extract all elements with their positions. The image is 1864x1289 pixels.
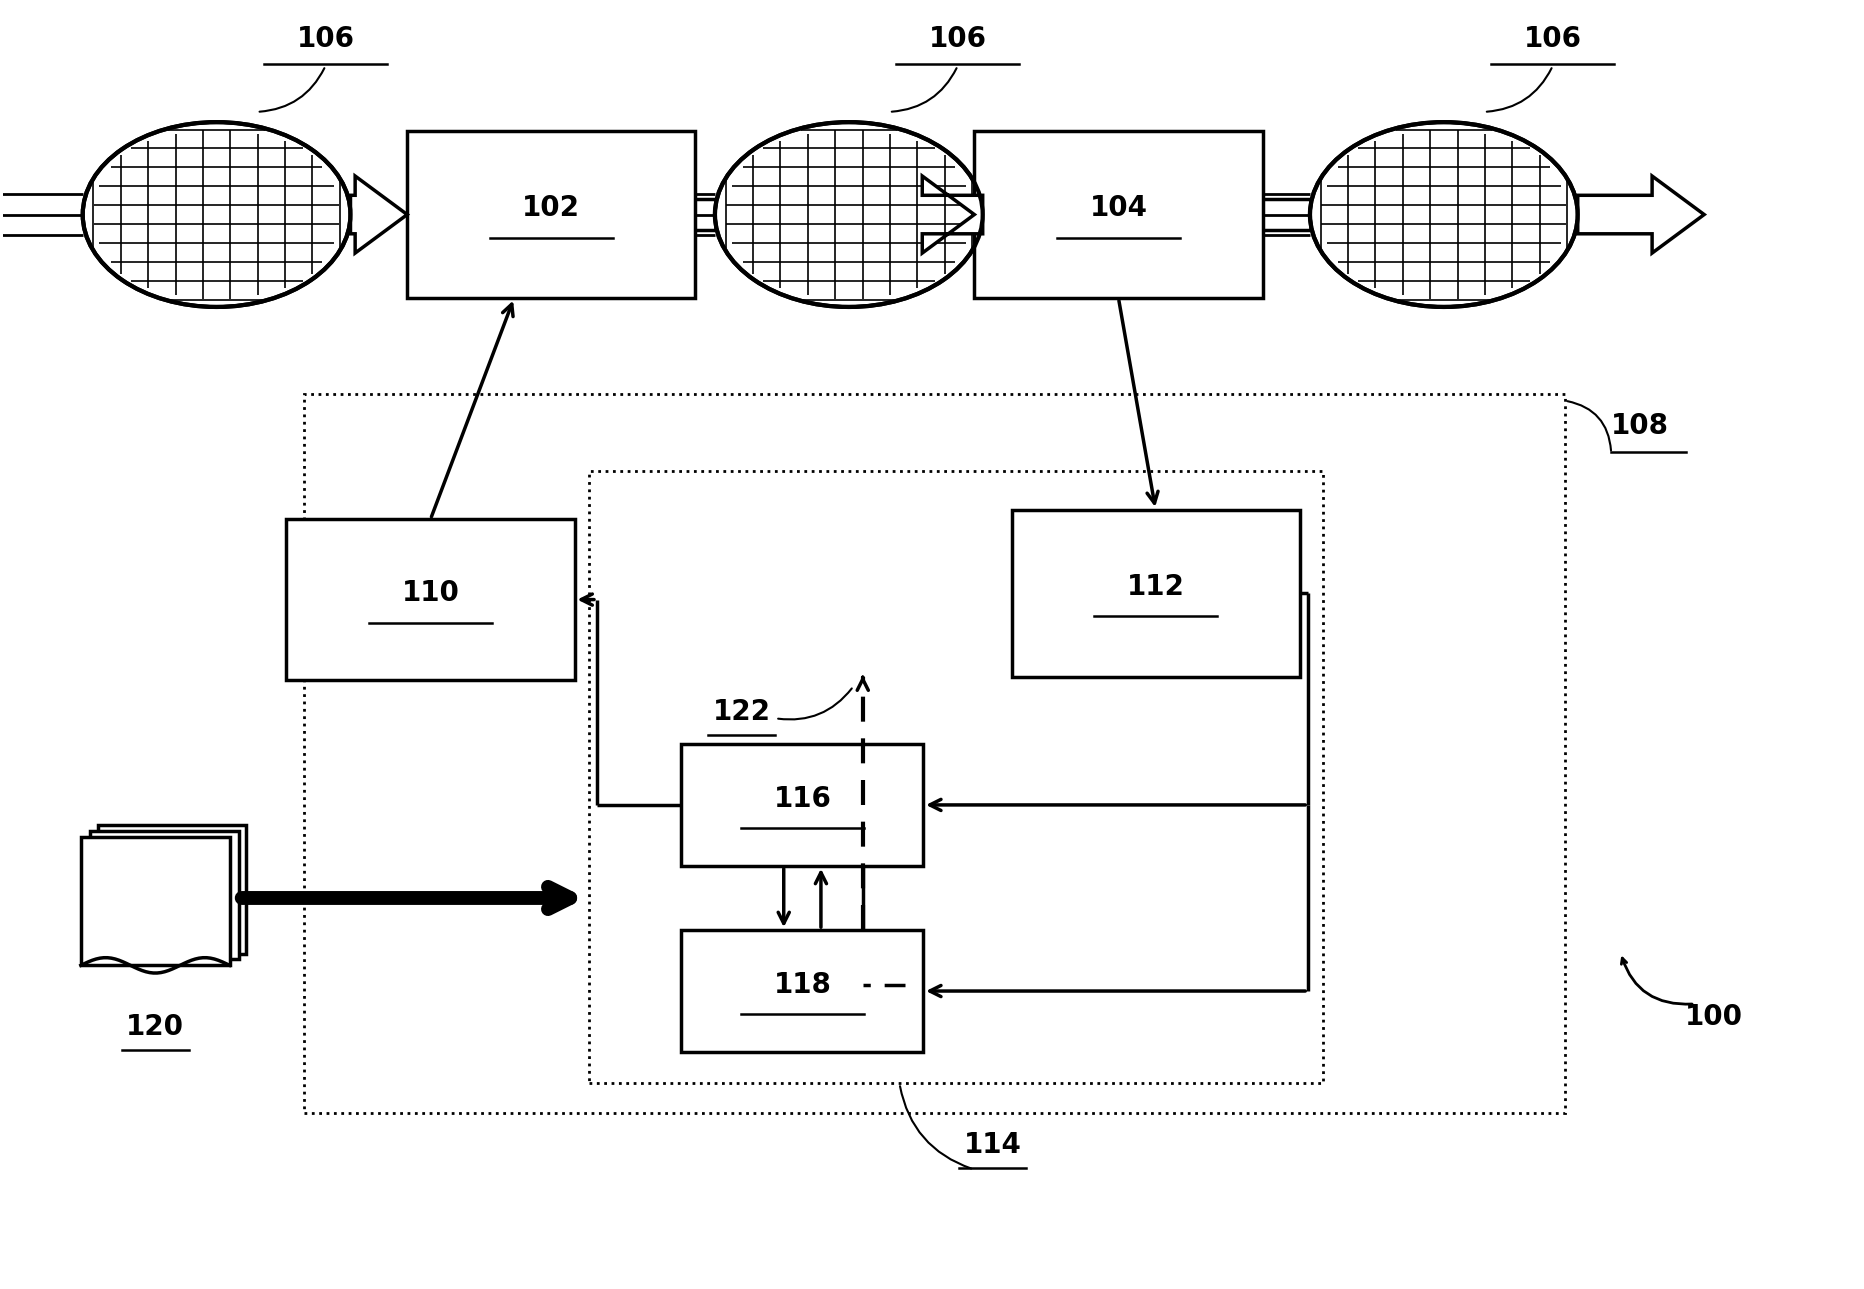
Text: 116: 116 <box>774 785 831 812</box>
Bar <box>406 131 695 298</box>
Text: 118: 118 <box>774 971 831 999</box>
Text: 106: 106 <box>928 24 986 53</box>
Text: 122: 122 <box>712 697 770 726</box>
Bar <box>304 394 1564 1112</box>
Bar <box>89 830 239 959</box>
Bar <box>589 472 1322 1084</box>
Bar <box>97 825 246 954</box>
Text: 108: 108 <box>1610 412 1668 441</box>
Text: 120: 120 <box>127 1013 185 1042</box>
Polygon shape <box>350 177 406 253</box>
Ellipse shape <box>1309 122 1577 307</box>
Bar <box>287 519 574 679</box>
Text: 106: 106 <box>296 24 354 53</box>
Bar <box>680 931 923 1052</box>
Ellipse shape <box>82 122 350 307</box>
Bar <box>973 131 1262 298</box>
Ellipse shape <box>714 122 982 307</box>
Bar <box>1010 509 1299 677</box>
Text: 104: 104 <box>1089 195 1146 222</box>
Text: 110: 110 <box>401 579 459 607</box>
Text: 102: 102 <box>522 195 580 222</box>
Text: 114: 114 <box>964 1130 1021 1159</box>
Polygon shape <box>923 177 982 253</box>
Text: 100: 100 <box>1683 1003 1741 1031</box>
Text: 106: 106 <box>1523 24 1581 53</box>
Bar <box>80 837 229 965</box>
Bar <box>680 744 923 866</box>
Text: 112: 112 <box>1126 572 1184 601</box>
Polygon shape <box>1577 177 1704 253</box>
